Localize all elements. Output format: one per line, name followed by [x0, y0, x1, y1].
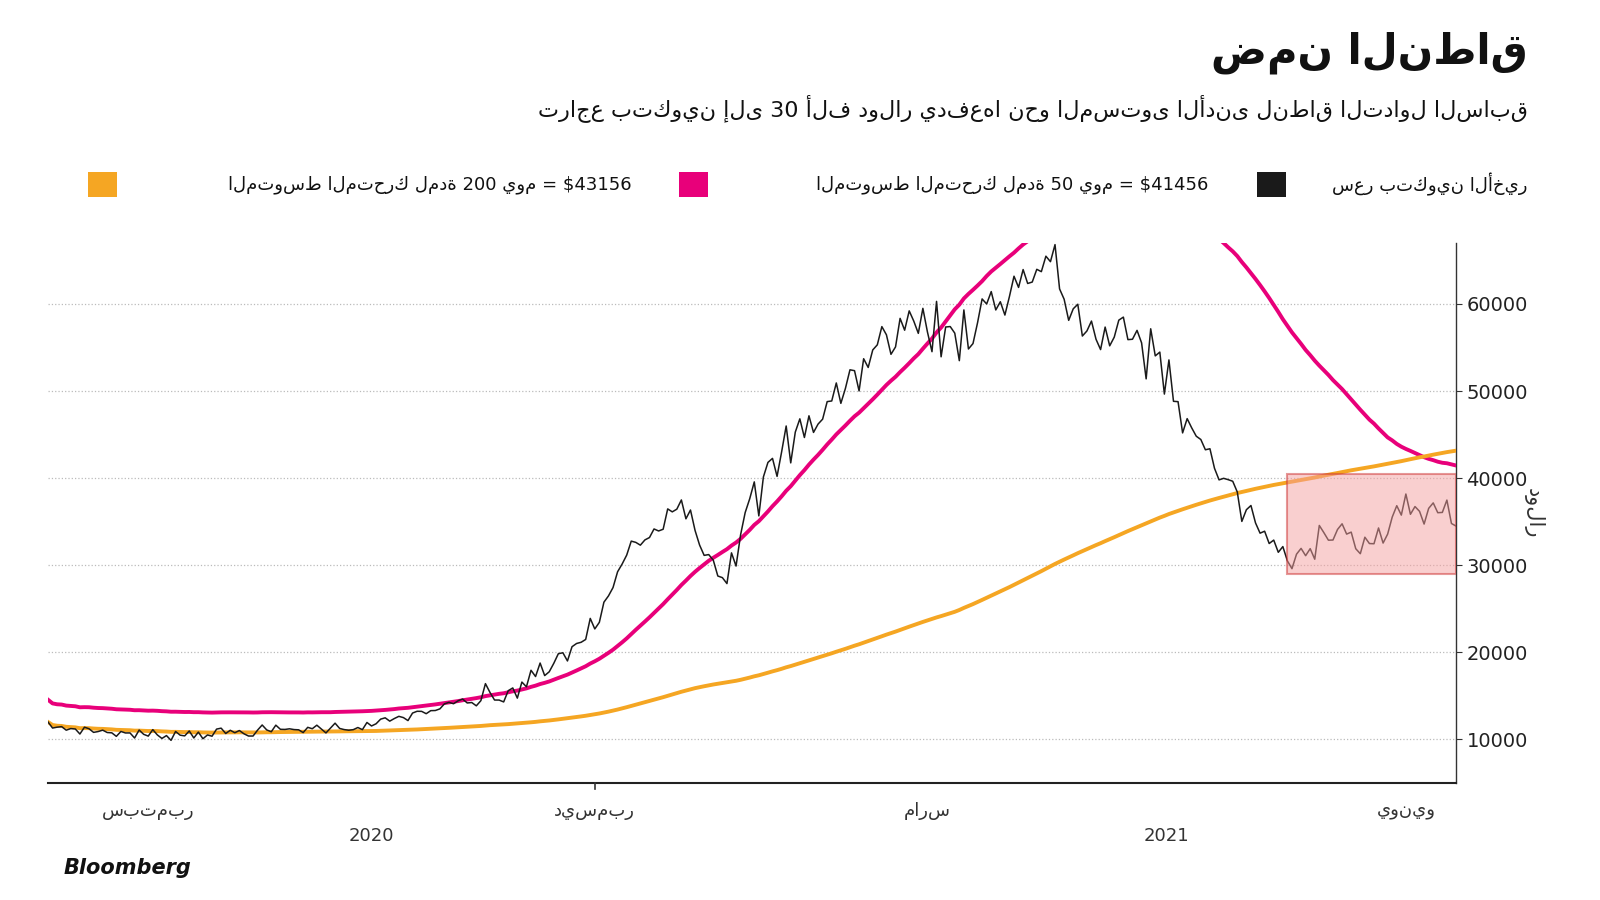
Text: 2020: 2020 — [349, 826, 394, 844]
Text: مارس: مارس — [904, 802, 950, 820]
Text: يونيو: يونيو — [1376, 802, 1435, 820]
Text: تراجع بتكوين إلى 30 ألف دولار يدفعها نحو المستوى الأدنى لنطاق التداول السابق: تراجع بتكوين إلى 30 ألف دولار يدفعها نحو… — [538, 94, 1528, 122]
Text: المتوسط المتحرك لمدة 50 يوم = $41456: المتوسط المتحرك لمدة 50 يوم = $41456 — [816, 176, 1210, 194]
Text: سبتمبر: سبتمبر — [102, 802, 195, 820]
Text: 2021: 2021 — [1144, 826, 1189, 844]
Text: ضمن النطاق: ضمن النطاق — [1211, 32, 1528, 74]
Text: ديسمبر: ديسمبر — [554, 802, 635, 820]
Text: دولار: دولار — [1523, 488, 1544, 538]
Text: Bloomberg: Bloomberg — [64, 858, 192, 878]
Text: المتوسط المتحرك لمدة 200 يوم = $43156: المتوسط المتحرك لمدة 200 يوم = $43156 — [227, 176, 630, 194]
Text: سعر بتكوين الأخير: سعر بتكوين الأخير — [1333, 173, 1528, 196]
Bar — [1288, 473, 1456, 574]
